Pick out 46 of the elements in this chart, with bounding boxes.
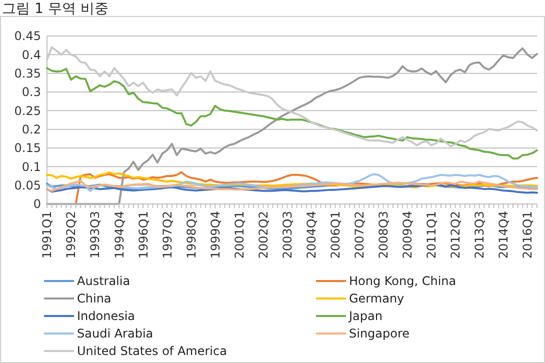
legend-label: Hong Kong, China [349, 274, 456, 288]
y-tick-label: 0.4 [22, 48, 41, 62]
x-tick-label: 2007Q2 [352, 211, 366, 259]
legend-label: Indonesia [77, 309, 136, 324]
y-tick-label: 0 [33, 197, 41, 212]
x-tick-label: 1993Q3 [88, 211, 102, 259]
legend-label: Saudi Arabia [77, 326, 154, 341]
line-series [46, 173, 538, 192]
line-series [46, 180, 538, 192]
x-tick-label: 2008Q3 [376, 211, 390, 259]
x-tick-label: 2013Q3 [472, 211, 487, 259]
x-tick-label: 2011Q1 [424, 211, 439, 259]
y-tick-label: 0.45 [14, 29, 41, 44]
y-tick-label: 0.2 [22, 122, 41, 137]
y-tick-label: 0.1 [22, 160, 41, 174]
legend-label: Japan [348, 309, 382, 324]
x-tick-label: 2006Q1 [328, 211, 342, 259]
x-tick-label: 2004Q4 [304, 211, 318, 259]
x-tick-label: 2003Q3 [280, 211, 294, 259]
x-tick-label: 2012Q2 [448, 211, 463, 259]
x-tick-label: 1997Q2 [160, 211, 174, 259]
y-tick-label: 0.15 [14, 141, 41, 156]
x-tick-label: 1996Q1 [136, 211, 150, 259]
line-series [46, 67, 538, 160]
x-tick-label: 1994Q4 [112, 211, 126, 259]
x-tick-label: 2002Q2 [256, 211, 270, 259]
x-tick-label: 2014Q4 [496, 211, 511, 259]
y-tick-label: 0.3 [22, 85, 41, 100]
line-series [46, 171, 538, 188]
chart-title: 그림 1 무역 비중 [2, 1, 108, 17]
x-tick-label: 2009Q4 [400, 211, 414, 259]
legend-label: Australia [77, 274, 130, 288]
x-tick-label: 1992Q2 [64, 211, 78, 259]
legend-label: Germany [349, 292, 404, 306]
legend-label: United States of America [77, 344, 227, 358]
x-tick-label: 2016Q1 [520, 211, 535, 259]
y-tick-label: 0.25 [14, 104, 41, 118]
legend-label: Singapore [349, 326, 410, 341]
line-series [46, 184, 538, 194]
y-tick-label: 0.35 [14, 66, 41, 81]
x-tick-label: 1991Q1 [40, 211, 54, 259]
y-tick-label: 0.05 [14, 178, 41, 193]
x-tick-label: 1998Q3 [184, 211, 198, 259]
legend-label: China [77, 292, 112, 306]
x-tick-label: 2001Q1 [232, 211, 246, 259]
x-tick-label: 1999Q4 [208, 211, 222, 259]
